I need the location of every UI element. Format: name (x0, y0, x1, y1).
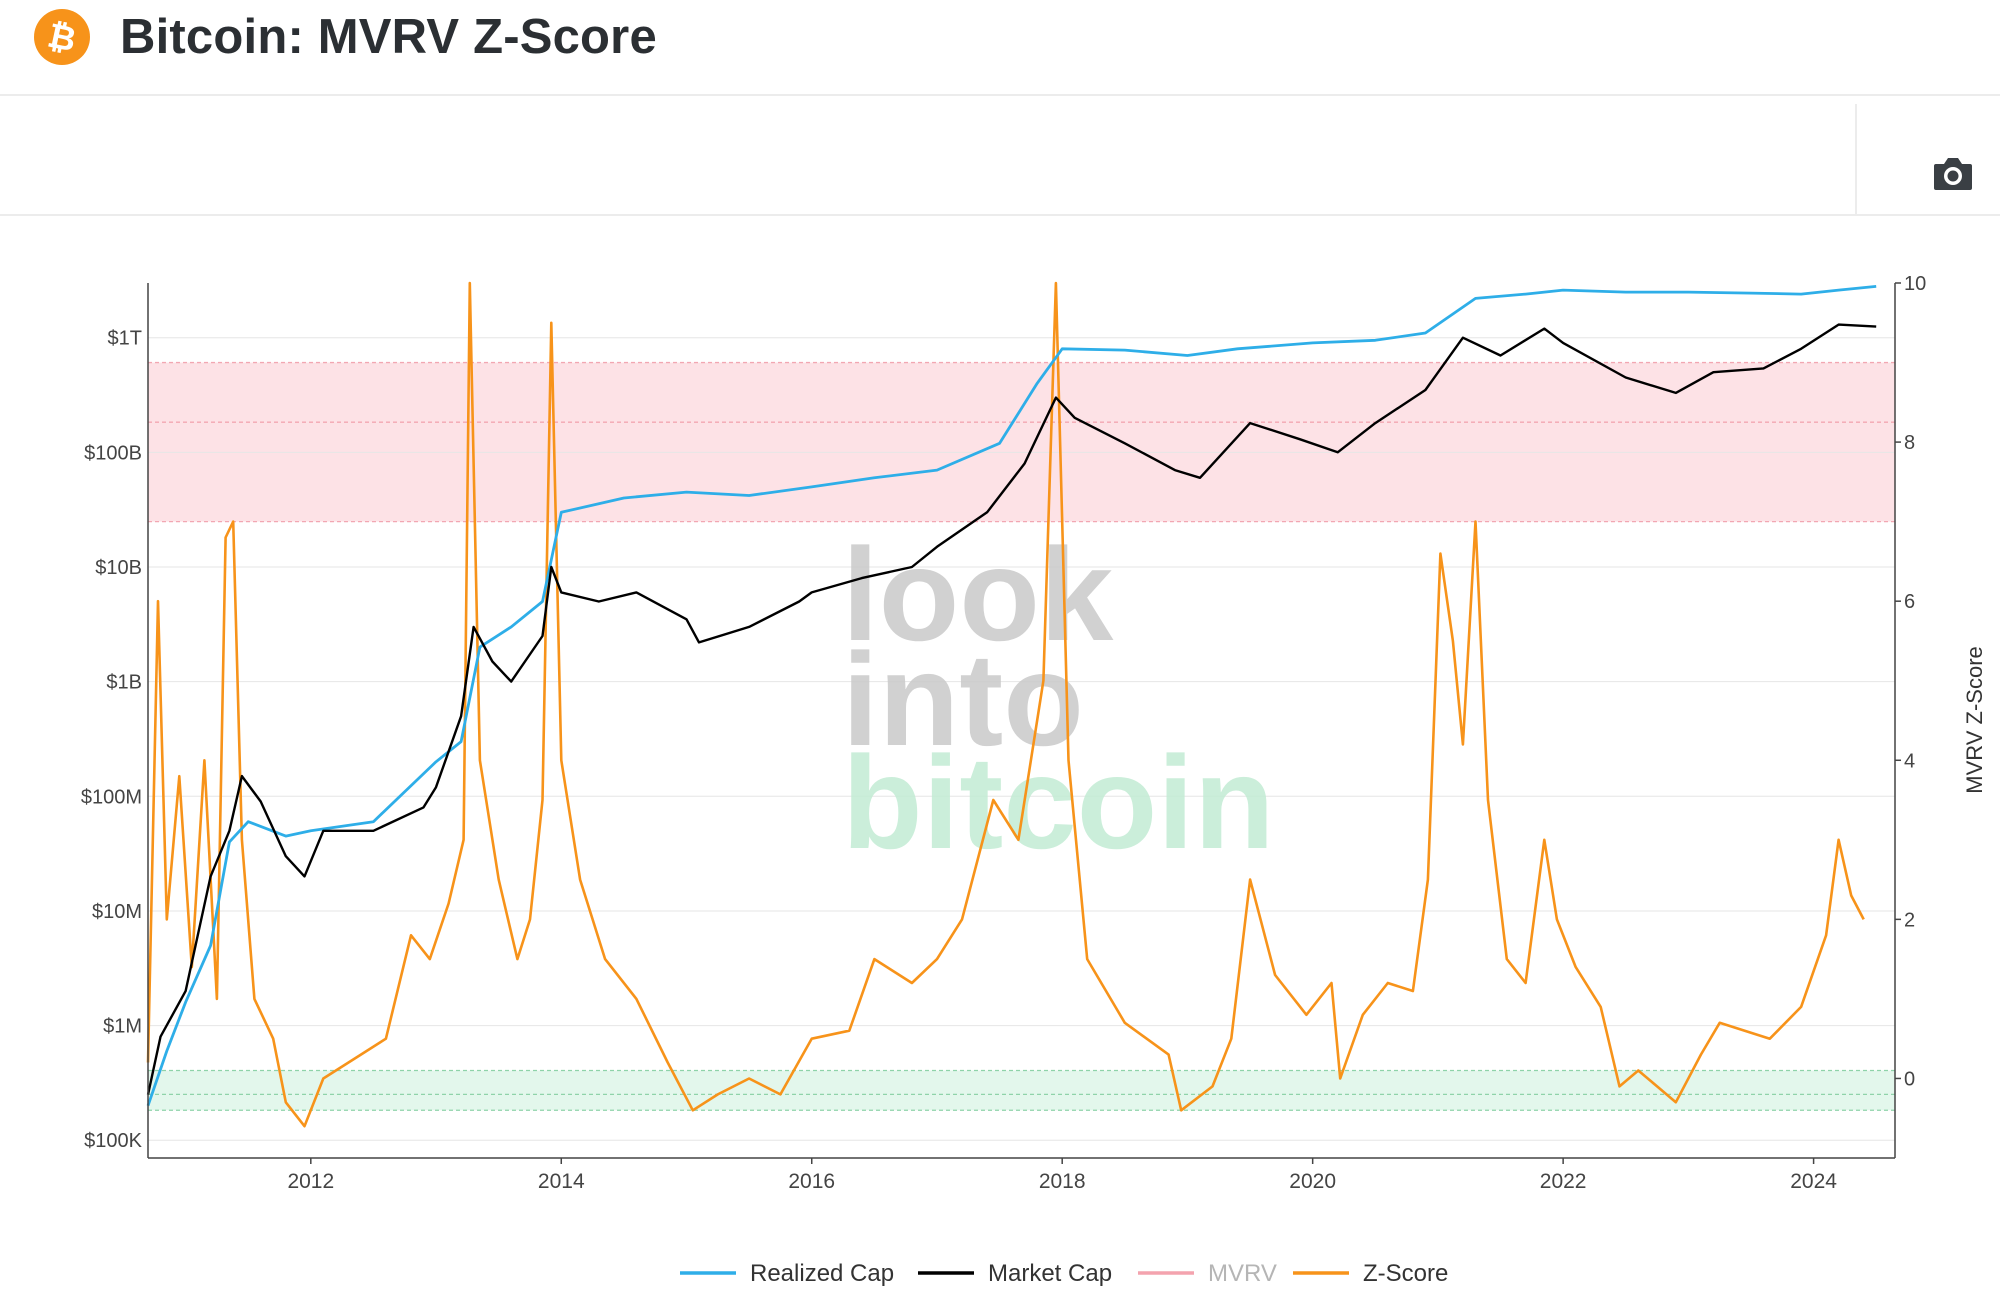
y-right-tick-label: 8 (1904, 432, 1915, 454)
undervalued-zone (148, 1070, 1895, 1111)
legend-item-mvrv[interactable]: MVRV (1208, 1260, 1277, 1287)
x-tick-label: 2020 (1289, 1170, 1336, 1193)
watermark-line3: bitcoin (842, 729, 1275, 876)
y-right-axis-title: MVRV Z-Score (1962, 646, 1987, 794)
bitcoin-logo-icon: ₿ (33, 8, 91, 66)
y-right-tick-label: 0 (1904, 1068, 1915, 1090)
y-left-tick-label: $100M (81, 786, 142, 808)
chart-toolbar (0, 96, 2000, 216)
x-tick-label: 2014 (538, 1170, 585, 1193)
y-left-tick-label: $1T (108, 328, 142, 350)
x-tick-label: 2018 (1039, 1170, 1086, 1193)
y-right-tick-label: 6 (1904, 591, 1915, 613)
page-title: Bitcoin: MVRV Z-Score (120, 10, 657, 64)
y-left-tick-label: $10M (92, 901, 142, 923)
x-tick-label: 2016 (788, 1170, 835, 1193)
legend-item-z-score[interactable]: Z-Score (1363, 1260, 1448, 1287)
y-right-tick-label: 2 (1904, 909, 1915, 931)
series-realized-cap-line (146, 285, 1877, 1107)
y-left-tick-label: $100B (84, 442, 142, 464)
y-right-tick-label: 4 (1904, 750, 1915, 772)
x-tick-label: 2012 (287, 1170, 334, 1193)
y-left-tick-label: $1B (106, 672, 142, 694)
overvalued-zone (148, 362, 1895, 522)
mvrv-zscore-chart: lookintobitcoin$100K$1M$10M$100M$1B$10B$… (81, 273, 1987, 1287)
y-right-tick-label: 10 (1904, 273, 1926, 295)
page-header: ₿ Bitcoin: MVRV Z-Score (0, 0, 2000, 96)
watermark-line1: look (842, 521, 1114, 668)
camera-icon[interactable] (1932, 156, 1974, 192)
y-left-tick-label: $100K (84, 1130, 142, 1152)
toolbar-divider (1855, 104, 1857, 214)
y-left-tick-label: $1M (103, 1016, 142, 1038)
x-tick-label: 2022 (1540, 1170, 1587, 1193)
legend-item-market-cap[interactable]: Market Cap (988, 1260, 1112, 1287)
series-z-score-line (146, 281, 1865, 1128)
y-left-tick-label: $10B (95, 557, 142, 579)
series-market-cap-line (146, 323, 1877, 1095)
legend-item-realized-cap[interactable]: Realized Cap (750, 1260, 894, 1287)
x-tick-label: 2024 (1790, 1170, 1837, 1193)
